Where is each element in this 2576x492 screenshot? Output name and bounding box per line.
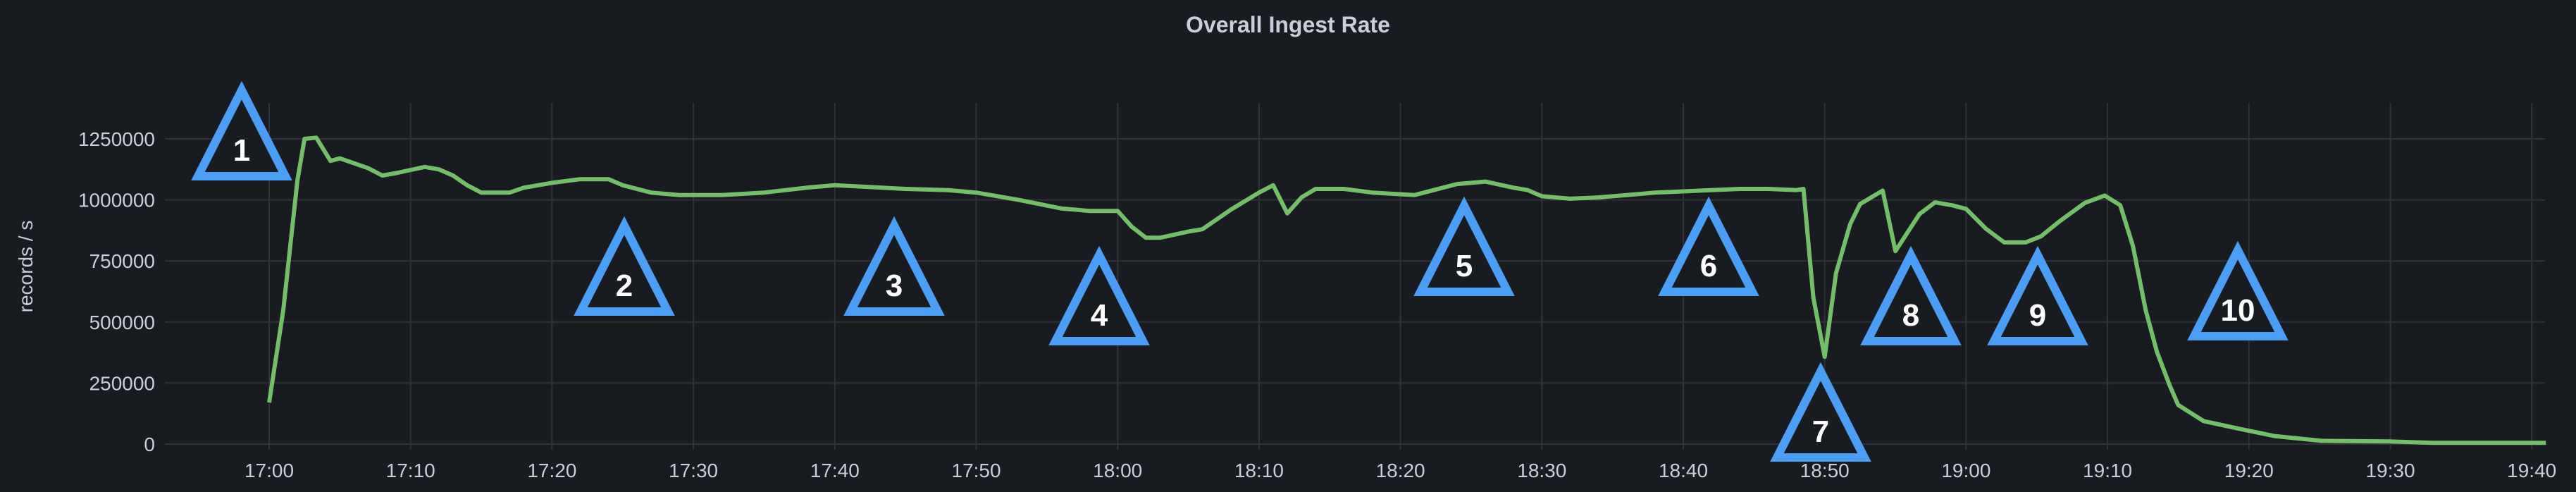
- annotation-label: 5: [1456, 249, 1473, 283]
- annotation-label: 8: [1902, 298, 1919, 333]
- y-axis-ticks: 0 250000 500000 750000 1000000 1250000: [78, 128, 155, 455]
- triangle-icon: [1658, 196, 1759, 296]
- x-tick-label: 18:10: [1234, 460, 1284, 481]
- annotation-marker-1: 1: [191, 80, 292, 180]
- triangle-icon: [843, 216, 945, 316]
- annotation-label: 2: [616, 269, 633, 303]
- x-tick-label: 19:10: [2083, 460, 2132, 481]
- annotation-marker-9: 9: [1987, 245, 2088, 345]
- x-tick-label: 17:20: [527, 460, 576, 481]
- annotations: 1 2 3 4 5 6 7 8 9 10: [191, 80, 2289, 462]
- annotation-marker-6: 6: [1658, 196, 1759, 296]
- x-tick-label: 17:40: [810, 460, 860, 481]
- x-tick-label: 19:40: [2507, 460, 2556, 481]
- triangle-icon: [191, 80, 292, 180]
- x-tick-label: 18:30: [1517, 460, 1566, 481]
- x-tick-label: 17:30: [669, 460, 718, 481]
- x-axis-ticks: 17:00 17:10 17:20 17:30 17:40 17:50 18:00 18:10…: [244, 460, 2556, 481]
- x-tick-label: 18:00: [1093, 460, 1142, 481]
- y-tick-label: 500000: [89, 312, 155, 333]
- annotation-marker-3: 3: [843, 216, 945, 316]
- annotation-label: 4: [1091, 298, 1108, 333]
- x-tick-label: 17:10: [386, 460, 435, 481]
- y-tick-label: 250000: [89, 372, 155, 394]
- x-tick-label: 17:00: [244, 460, 294, 481]
- triangle-icon: [1860, 245, 1962, 345]
- y-axis-label: records / s: [15, 221, 37, 313]
- triangle-icon: [574, 216, 675, 316]
- series-line: [267, 135, 2546, 445]
- annotation-marker-10: 10: [2187, 240, 2289, 340]
- y-tick-label: 0: [144, 433, 155, 455]
- chart-title: Overall Ingest Rate: [1186, 12, 1390, 37]
- x-tick-label: 18:50: [1800, 460, 1850, 481]
- y-tick-label: 1250000: [78, 128, 155, 150]
- annotation-marker-8: 8: [1860, 245, 1962, 345]
- annotation-label: 7: [1812, 414, 1829, 449]
- x-tick-label: 19:30: [2365, 460, 2415, 481]
- triangle-icon: [1048, 245, 1150, 345]
- triangle-icon: [2187, 240, 2289, 340]
- x-tick-label: 18:20: [1376, 460, 1425, 481]
- x-tick-label: 19:00: [1941, 460, 1990, 481]
- annotation-label: 3: [886, 269, 903, 303]
- annotation-marker-4: 4: [1048, 245, 1150, 345]
- annotation-marker-5: 5: [1413, 196, 1515, 296]
- triangle-icon: [1770, 362, 1871, 462]
- grid: [165, 103, 2545, 450]
- annotation-marker-2: 2: [574, 216, 675, 316]
- triangle-icon: [1987, 245, 2088, 345]
- x-tick-label: 19:20: [2224, 460, 2274, 481]
- y-tick-label: 1000000: [78, 190, 155, 211]
- y-tick-label: 750000: [89, 250, 155, 272]
- annotation-label: 9: [2029, 298, 2046, 333]
- annotation-label: 10: [2221, 293, 2255, 328]
- annotation-label: 1: [233, 133, 250, 168]
- annotation-label: 6: [1700, 249, 1717, 283]
- x-tick-label: 18:40: [1659, 460, 1708, 481]
- triangle-icon: [1413, 196, 1515, 296]
- annotation-marker-7: 7: [1770, 362, 1871, 462]
- x-tick-label: 17:50: [951, 460, 1001, 481]
